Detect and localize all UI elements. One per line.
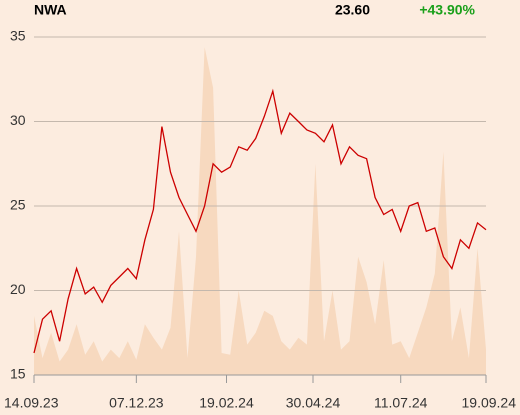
x-tick-label: 11.07.24	[374, 395, 428, 411]
ticker: NWA	[34, 2, 67, 18]
x-tick-label: 19.02.24	[199, 395, 254, 411]
y-tick-label: 15	[10, 366, 26, 382]
x-tick-label: 07.12.23	[109, 395, 164, 411]
y-tick-label: 25	[10, 197, 26, 213]
change: +43.90%	[419, 2, 475, 18]
y-tick-label: 20	[10, 281, 26, 297]
price-line	[33, 88, 487, 354]
price: 23.60	[335, 2, 370, 18]
x-tick-label: 19.09.24	[462, 395, 517, 411]
y-tick-label: 35	[10, 28, 26, 44]
y-tick-label: 30	[10, 112, 26, 128]
x-tick-label: 30.04.24	[286, 395, 341, 411]
volume-area	[34, 47, 486, 375]
x-tick-label: 14.09.23	[4, 395, 59, 411]
